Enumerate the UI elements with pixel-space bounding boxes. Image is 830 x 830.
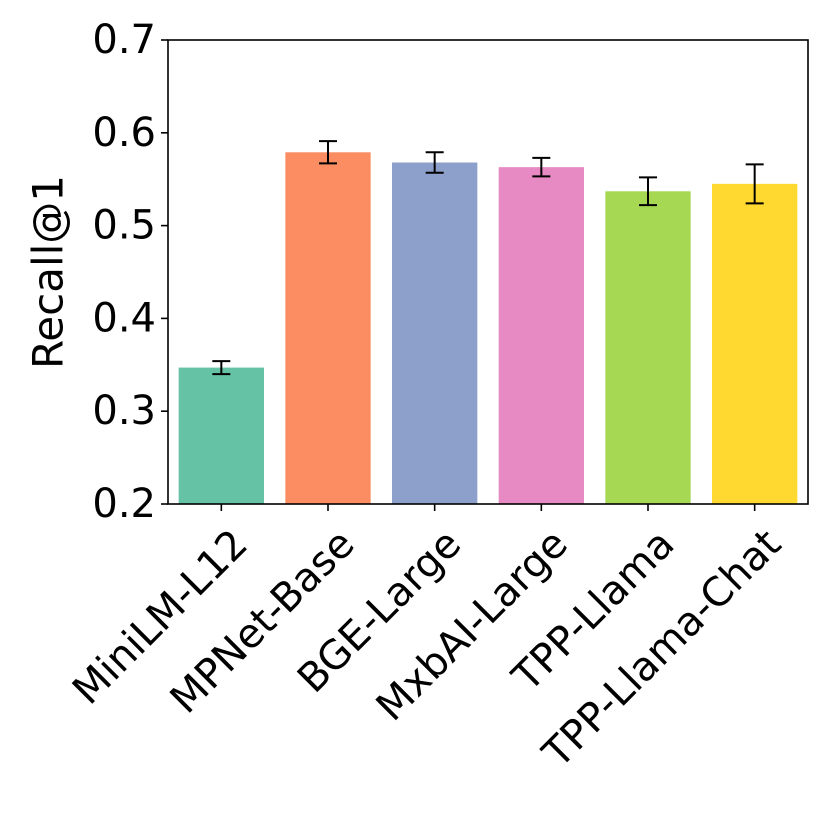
y-axis: 0.2 0.3 0.4 0.5 0.6 0.7 [92, 17, 168, 527]
y-axis-label: Recall@1 [24, 175, 73, 369]
bar-mxbai-large [498, 167, 584, 505]
y-tick-label: 0.2 [92, 481, 156, 527]
bar-tpp-llama-chat [712, 183, 798, 504]
error-bars-group [212, 140, 764, 376]
bars-group [178, 152, 798, 505]
bar-tpp-llama [605, 191, 691, 505]
y-tick-label: 0.5 [92, 203, 156, 249]
error-bar-tpp-llama-chat [745, 163, 764, 205]
y-tick-label: 0.6 [92, 110, 156, 156]
bar-bge-large [392, 162, 478, 504]
x-tick-label: MPNet-Base [162, 521, 364, 723]
bar-mpnet-base [285, 152, 371, 504]
y-tick-label: 0.3 [92, 388, 156, 434]
error-bar-tpp-llama [639, 176, 657, 207]
error-bar-mxbai-large [532, 156, 551, 178]
error-bar-bge-large [425, 151, 444, 174]
plot-frame [167, 39, 809, 505]
y-tick-label: 0.7 [92, 17, 156, 63]
x-axis: MiniLM-L12MPNet-BaseBGE-LargeMxbAI-Large… [64, 504, 790, 777]
y-tick-label: 0.4 [92, 295, 156, 341]
bar-minilm-l12 [178, 367, 264, 504]
error-bar-minilm-l12 [212, 360, 231, 376]
error-bar-mpnet-base [319, 140, 337, 165]
